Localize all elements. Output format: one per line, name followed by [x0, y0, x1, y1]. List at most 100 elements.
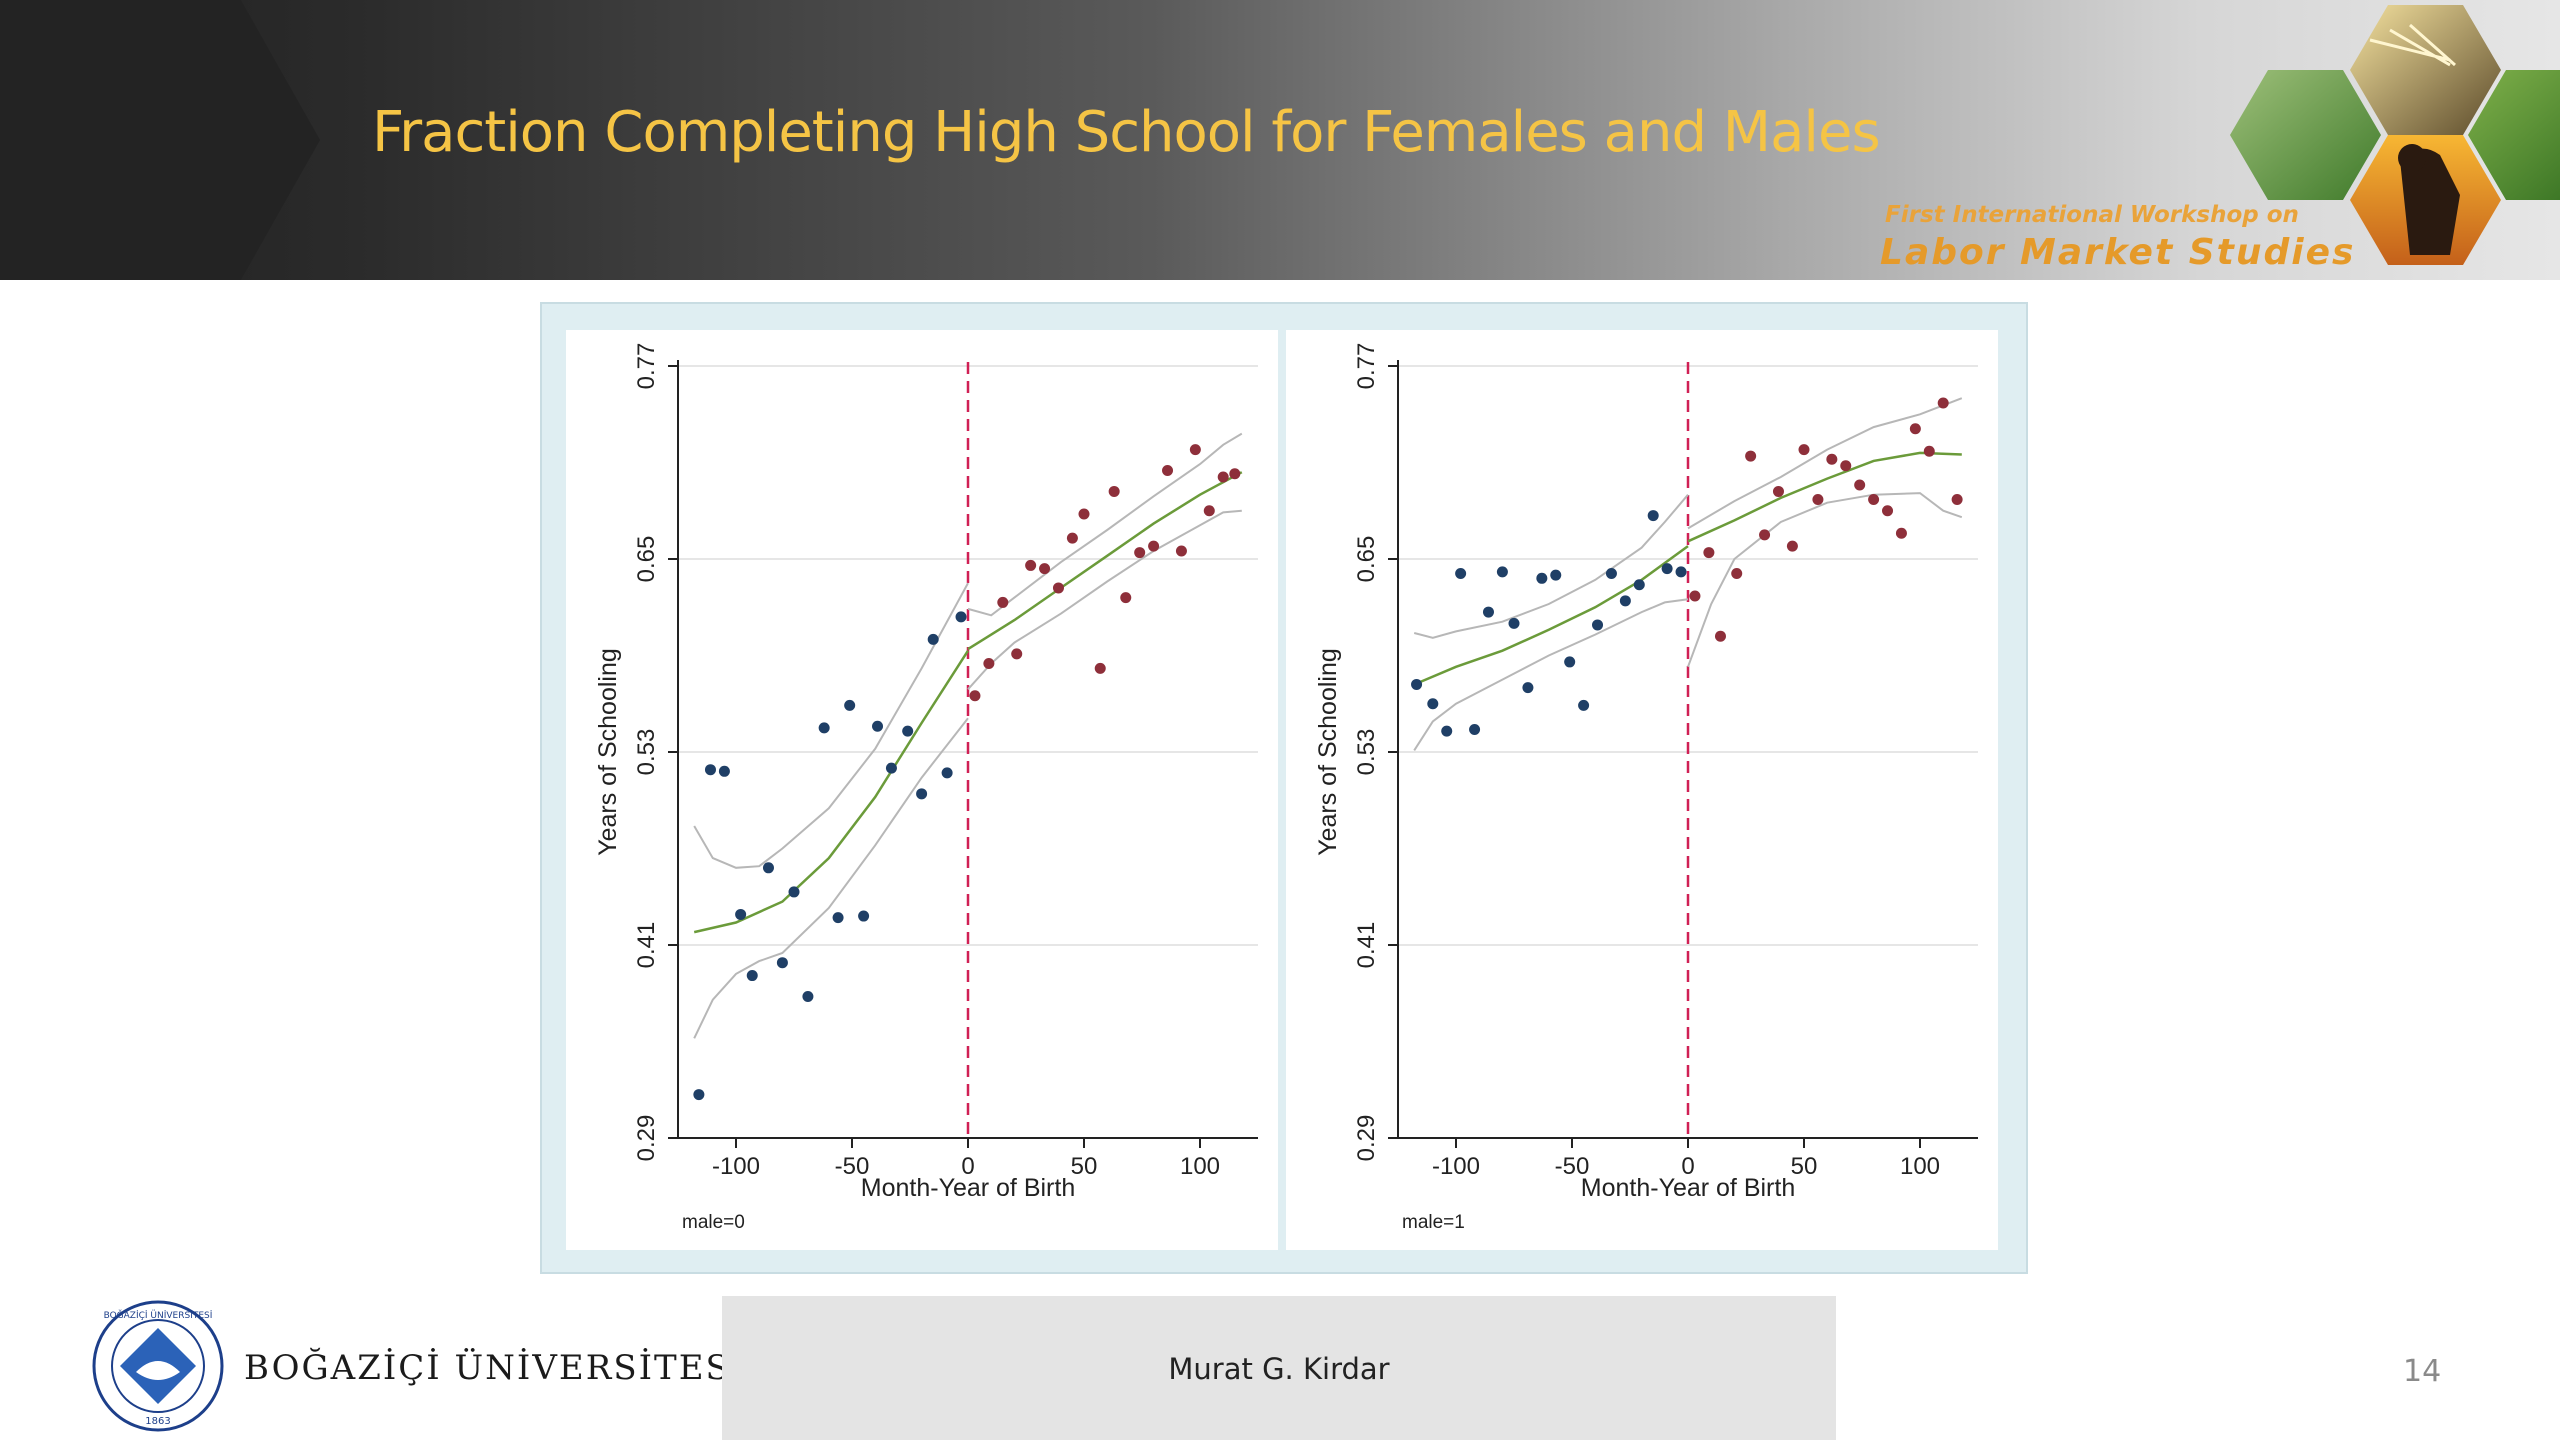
- slide-header: Fraction Completing High School for Fema…: [0, 0, 2560, 280]
- data-point-before-cutoff: [802, 990, 814, 1002]
- data-point-after-cutoff: [1134, 547, 1146, 559]
- data-point-before-cutoff: [735, 908, 747, 920]
- data-point-after-cutoff: [1078, 508, 1090, 520]
- data-point-before-cutoff: [916, 788, 928, 800]
- sparks-hexagon: [2350, 5, 2501, 135]
- x-tick-label: -50: [835, 1153, 870, 1180]
- data-point-after-cutoff: [1714, 630, 1726, 642]
- x-tick-label: 50: [1071, 1153, 1098, 1180]
- data-point-before-cutoff: [1605, 567, 1617, 579]
- data-point-after-cutoff: [1203, 505, 1215, 517]
- data-point-before-cutoff: [1455, 567, 1467, 579]
- y-tick-label: 0.77: [633, 343, 660, 390]
- data-point-after-cutoff: [1786, 540, 1798, 552]
- data-point-before-cutoff: [844, 699, 856, 711]
- data-point-before-cutoff: [818, 722, 830, 734]
- ci-lower-left: [1413, 598, 1689, 751]
- data-point-before-cutoff: [1411, 678, 1423, 690]
- data-point-before-cutoff: [955, 611, 967, 623]
- data-point-after-cutoff: [969, 690, 981, 702]
- data-point-after-cutoff: [1175, 545, 1187, 557]
- y-tick-label: 0.65: [633, 536, 660, 583]
- data-point-before-cutoff: [1441, 725, 1453, 737]
- header-chevron-decoration: [0, 0, 320, 280]
- y-tick-label: 0.77: [1353, 343, 1380, 390]
- data-point-after-cutoff: [1025, 559, 1037, 571]
- data-point-after-cutoff: [1217, 471, 1229, 483]
- x-axis-title: Month-Year of Birth: [1581, 1174, 1795, 1202]
- data-point-after-cutoff: [1882, 505, 1894, 517]
- data-point-after-cutoff: [1011, 648, 1023, 660]
- y-tick-label: 0.53: [1353, 729, 1380, 776]
- data-point-before-cutoff: [858, 910, 870, 922]
- university-name: BOĞAZİÇİ ÜNİVERSİTESİ: [244, 1348, 747, 1388]
- data-point-after-cutoff: [1895, 527, 1907, 539]
- scatter-plot-male-1: 0.29 0.41 0.53 0.65 0.77 -100 -50 0 50 100 Month-Y…: [1314, 343, 1978, 1233]
- data-point-after-cutoff: [1923, 445, 1935, 457]
- fit-line-left: [1413, 545, 1689, 686]
- x-tick-label: -100: [1432, 1153, 1480, 1180]
- data-point-before-cutoff: [776, 957, 788, 969]
- data-point-before-cutoff: [1592, 619, 1604, 631]
- workshop-title: Labor Market Studies: [1880, 232, 2356, 273]
- data-point-before-cutoff: [1675, 566, 1687, 578]
- fit-line-left: [693, 650, 970, 934]
- data-point-before-cutoff: [704, 764, 716, 776]
- svg-text:1863: 1863: [145, 1416, 170, 1427]
- workshop-subtitle: First International Workshop on: [1885, 202, 2299, 228]
- data-point-after-cutoff: [1909, 423, 1921, 435]
- ci-upper-left: [693, 582, 969, 869]
- figure-frame: 0.29 0.41 0.53 0.65 0.77 -100 -50 0 50 100 Month-Y…: [540, 302, 2028, 1274]
- data-point-before-cutoff: [1496, 566, 1508, 578]
- chart-panel-male-0: 0.29 0.41 0.53 0.65 0.77 -100 -50 0 50 100 Month-Y…: [566, 330, 1278, 1250]
- data-point-after-cutoff: [1798, 444, 1810, 456]
- data-point-before-cutoff: [1427, 698, 1439, 710]
- data-point-before-cutoff: [832, 912, 844, 924]
- x-tick-label: -50: [1555, 1153, 1590, 1180]
- y-tick-label: 0.29: [1353, 1115, 1380, 1162]
- data-point-before-cutoff: [1482, 606, 1494, 618]
- x-tick-label: 50: [1791, 1153, 1818, 1180]
- data-point-after-cutoff: [1162, 465, 1174, 477]
- y-tick-label: 0.41: [1353, 922, 1380, 969]
- data-point-after-cutoff: [1189, 444, 1201, 456]
- data-point-before-cutoff: [762, 862, 774, 874]
- author-name: Murat G. Kirdar: [1168, 1352, 1390, 1386]
- panel-label: male=0: [682, 1212, 745, 1233]
- y-tick-label: 0.41: [633, 922, 660, 969]
- slide-title: Fraction Completing High School for Fema…: [372, 100, 1881, 165]
- data-point-before-cutoff: [885, 762, 897, 774]
- data-point-before-cutoff: [1661, 563, 1673, 575]
- data-point-before-cutoff: [1564, 656, 1576, 668]
- data-point-after-cutoff: [1951, 493, 1963, 505]
- x-tick-label: 100: [1900, 1153, 1940, 1180]
- data-point-after-cutoff: [1731, 567, 1743, 579]
- x-tick-label: 0: [961, 1153, 974, 1180]
- data-point-after-cutoff: [1772, 485, 1784, 497]
- footer-author-box: Murat G. Kirdar: [722, 1296, 1836, 1440]
- data-point-before-cutoff: [1469, 723, 1481, 735]
- data-point-before-cutoff: [1619, 595, 1631, 607]
- data-point-after-cutoff: [1937, 397, 1949, 409]
- data-point-before-cutoff: [1550, 569, 1562, 581]
- scatter-plot-male-0: 0.29 0.41 0.53 0.65 0.77 -100 -50 0 50 100 Month-Y…: [594, 343, 1258, 1233]
- data-point-before-cutoff: [902, 725, 914, 737]
- fit-line-right: [1687, 451, 1962, 543]
- ci-lower-right: [967, 509, 1242, 690]
- panel-label: male=1: [1402, 1212, 1465, 1233]
- y-axis-title: Years of Schooling: [1314, 648, 1342, 856]
- ci-lower-right: [1687, 492, 1963, 668]
- leaf-hexagon: [2468, 70, 2560, 200]
- data-point-before-cutoff: [746, 970, 758, 982]
- data-point-after-cutoff: [1066, 532, 1078, 544]
- data-point-before-cutoff: [1522, 682, 1534, 694]
- data-point-after-cutoff: [1052, 582, 1064, 594]
- data-point-after-cutoff: [1840, 460, 1852, 472]
- data-point-before-cutoff: [788, 886, 800, 898]
- field-hexagon: [2230, 70, 2381, 200]
- y-tick-label: 0.65: [1353, 536, 1380, 583]
- data-point-before-cutoff: [1508, 617, 1520, 629]
- x-tick-label: 0: [1681, 1153, 1694, 1180]
- data-point-before-cutoff: [1633, 579, 1645, 591]
- data-point-after-cutoff: [983, 658, 995, 670]
